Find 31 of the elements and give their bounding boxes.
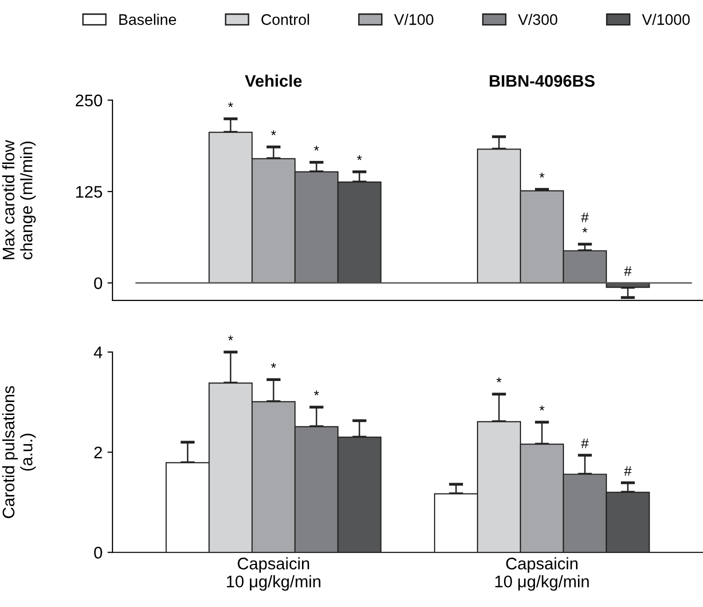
y-tick-label: 2 <box>94 446 102 458</box>
y-tick-label: 0 <box>94 546 102 559</box>
data-label: * <box>496 378 502 382</box>
x-tick-label: Capsaicin 10 μg/kg/min <box>226 557 320 591</box>
legend-label: V/300 <box>518 14 558 25</box>
data-label: * <box>539 172 544 178</box>
data-label: # <box>581 438 589 448</box>
y-tick-label: 125 <box>76 186 102 198</box>
legend-label: V/100 <box>394 14 434 25</box>
y-axis-title: Max carotid flow change (ml/min) <box>2 140 36 260</box>
y-axis-title: Carotid pulsations (a.u.) <box>2 386 36 518</box>
data-label: # <box>624 466 632 476</box>
y-tick-label: 0 <box>94 277 102 290</box>
data-label: * <box>271 130 276 136</box>
data-label: # <box>624 266 632 276</box>
legend-label: Baseline <box>119 14 176 25</box>
legend-label: V/1000 <box>642 14 690 25</box>
x-tick-label: Capsaicin 10 μg/kg/min <box>495 557 589 591</box>
x-tick-label: Vehicle <box>244 74 302 87</box>
data-label: * <box>314 146 319 151</box>
legend-label: Control <box>262 14 309 25</box>
y-tick-label: 4 <box>94 346 102 358</box>
data-label: * <box>228 102 234 108</box>
y-tick-label: 250 <box>76 94 102 106</box>
data-label: * <box>539 406 544 410</box>
data-label: * <box>228 335 234 340</box>
x-tick-label: BIBN-4096BS <box>490 75 595 87</box>
data-label: # * <box>581 212 589 232</box>
data-label: * <box>314 390 319 396</box>
data-label: * <box>356 155 362 160</box>
data-label: * <box>271 363 276 368</box>
